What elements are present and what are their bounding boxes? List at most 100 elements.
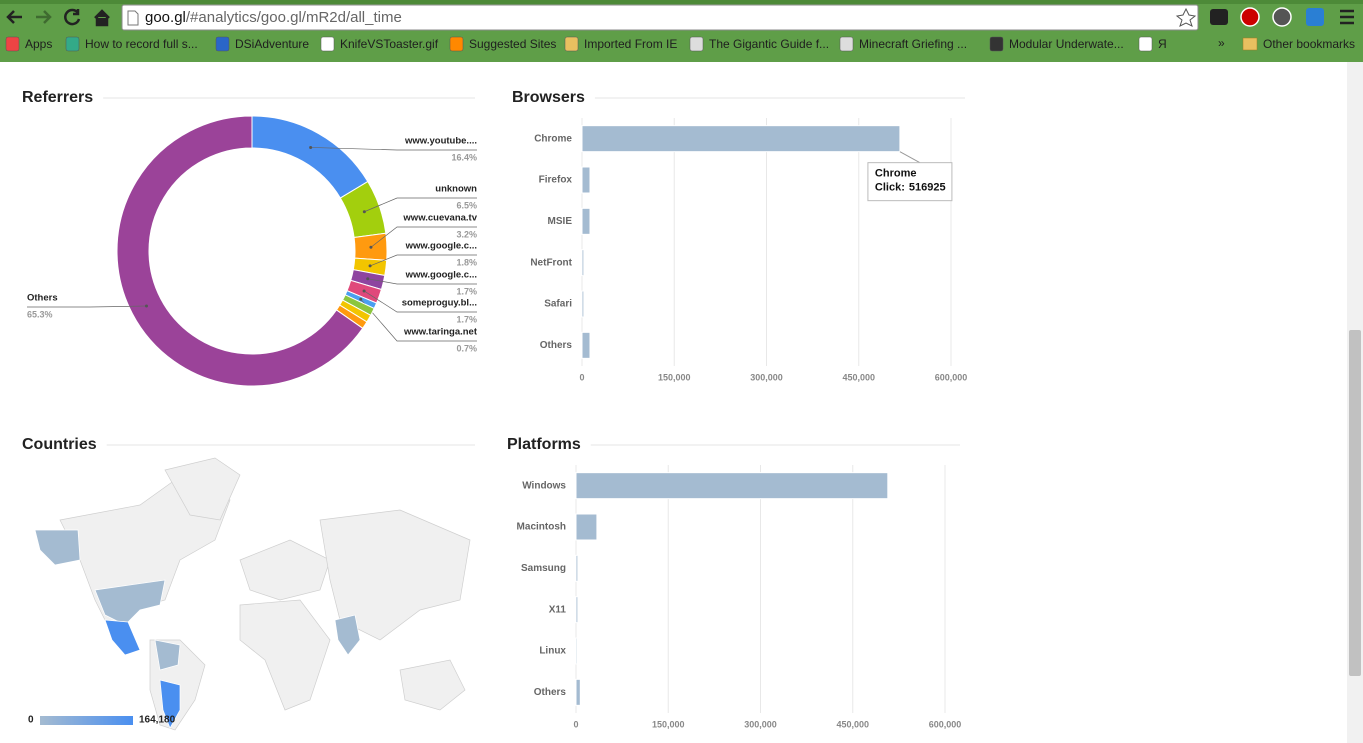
url: goo.gl/#analytics/goo.gl/mR2d/all_time (145, 9, 402, 26)
category-label: MSIE (548, 216, 573, 227)
map-region (104, 619, 141, 656)
back-button[interactable] (6, 10, 22, 24)
x-tick-label: 300,000 (750, 372, 783, 382)
extension-icon[interactable] (1272, 7, 1292, 27)
bar (575, 596, 579, 624)
category-label: Others (534, 687, 567, 698)
bar (581, 290, 585, 318)
category-label: Linux (539, 646, 566, 657)
bookmark[interactable]: Imported From IE (584, 37, 677, 51)
tooltip (867, 162, 953, 202)
slice-label: www.google.c... (405, 270, 477, 281)
map-region (399, 659, 466, 711)
bar (575, 554, 579, 582)
color-scale (40, 716, 133, 725)
bar (581, 125, 901, 153)
tooltip-pointer (899, 151, 921, 164)
bookmark[interactable]: KnifeVSToaster.gif (340, 37, 439, 51)
bookmark-icon (989, 36, 1004, 52)
extension-icon[interactable] (1240, 7, 1260, 27)
url-host: goo.gl (145, 9, 186, 26)
charts: Referrers www.youtube.... 16.4% unknown 6.5%… (22, 89, 967, 731)
slice-label: someproguy.bl... (402, 298, 477, 309)
leader-line (360, 299, 477, 342)
section-title: Countries (22, 436, 97, 453)
bookmark-overflow[interactable]: » (1218, 36, 1225, 50)
folder-icon (1242, 37, 1258, 51)
x-tick-label: 150,000 (658, 372, 691, 382)
x-tick-label: 0 (579, 372, 584, 382)
bookmark[interactable]: Suggested Sites (469, 37, 556, 51)
map-region (34, 529, 81, 566)
scale-min: 0 (28, 715, 34, 726)
slice-value: 1.7% (456, 286, 477, 296)
nav-buttons (6, 8, 110, 27)
tooltip-value: 516925 (909, 182, 946, 194)
omnibox[interactable] (121, 4, 1199, 31)
section-title: Referrers (22, 89, 93, 106)
bookmark-icon (215, 36, 230, 52)
leader-line (367, 278, 477, 285)
bookmark-icon (839, 36, 854, 52)
frame-top (0, 0, 1363, 4)
bookmark-icon (65, 36, 80, 52)
slice-label: www.cuevana.tv (402, 213, 477, 224)
leader-line (370, 226, 477, 248)
bookmark-icon (564, 36, 579, 52)
bookmark[interactable]: Apps (25, 37, 52, 51)
leader-line (27, 305, 147, 308)
forward-button[interactable] (36, 10, 52, 24)
bookmark-icon (5, 36, 20, 52)
category-label: Others (540, 340, 573, 351)
bookmark[interactable]: Minecraft Griefing ... (859, 37, 967, 51)
slice-label: www.youtube.... (404, 136, 477, 147)
extension-icon[interactable] (1306, 8, 1324, 26)
bookmark-icon (449, 36, 464, 52)
menu-button[interactable] (1340, 9, 1354, 25)
scrollbar-thumb[interactable] (1349, 330, 1361, 676)
home-button[interactable] (94, 9, 110, 27)
reload-button[interactable] (64, 8, 81, 26)
leader-line (310, 147, 477, 151)
bookmark-icon (689, 36, 704, 52)
leader-dot (359, 297, 363, 301)
slice-label: www.google.c... (405, 241, 477, 252)
slice-label: unknown (435, 184, 477, 195)
slice-value: 6.5% (456, 200, 477, 210)
leader-dot (369, 245, 373, 249)
leader-dot (309, 145, 313, 149)
bookmark[interactable]: DSiAdventure (235, 37, 309, 51)
bookmark[interactable]: Я (1158, 37, 1167, 51)
url-path: /#analytics/goo.gl/mR2d/all_time (186, 9, 402, 26)
tooltip-title: Chrome (875, 168, 917, 180)
bookmark[interactable]: Other bookmarks (1263, 37, 1355, 51)
leader-line (363, 290, 477, 313)
bar (581, 331, 591, 359)
category-label: Chrome (534, 133, 572, 144)
slice-value: 16.4% (451, 152, 477, 162)
leader-dot (144, 304, 148, 308)
leader-line (364, 197, 477, 213)
slice-value: 0.7% (456, 343, 477, 353)
category-label: Firefox (539, 175, 573, 186)
page-icon (127, 10, 139, 26)
bar (575, 513, 598, 541)
scale-max: 164,180 (139, 715, 176, 726)
x-tick-label: 450,000 (836, 719, 869, 729)
slice-value: 1.7% (456, 314, 477, 324)
leader-dot (368, 264, 372, 268)
star-button[interactable] (1175, 7, 1197, 27)
bookmark[interactable]: Modular Underwate... (1009, 37, 1124, 51)
slice-label: Others (27, 293, 58, 304)
bar (581, 207, 591, 235)
map-region (334, 614, 361, 656)
extension-icon[interactable] (1210, 9, 1228, 25)
bookmark[interactable]: The Gigantic Guide f... (709, 37, 829, 51)
bookmark[interactable]: How to record full s... (85, 37, 198, 51)
bar (581, 166, 591, 194)
map-region (239, 599, 331, 711)
category-label: X11 (549, 604, 567, 615)
